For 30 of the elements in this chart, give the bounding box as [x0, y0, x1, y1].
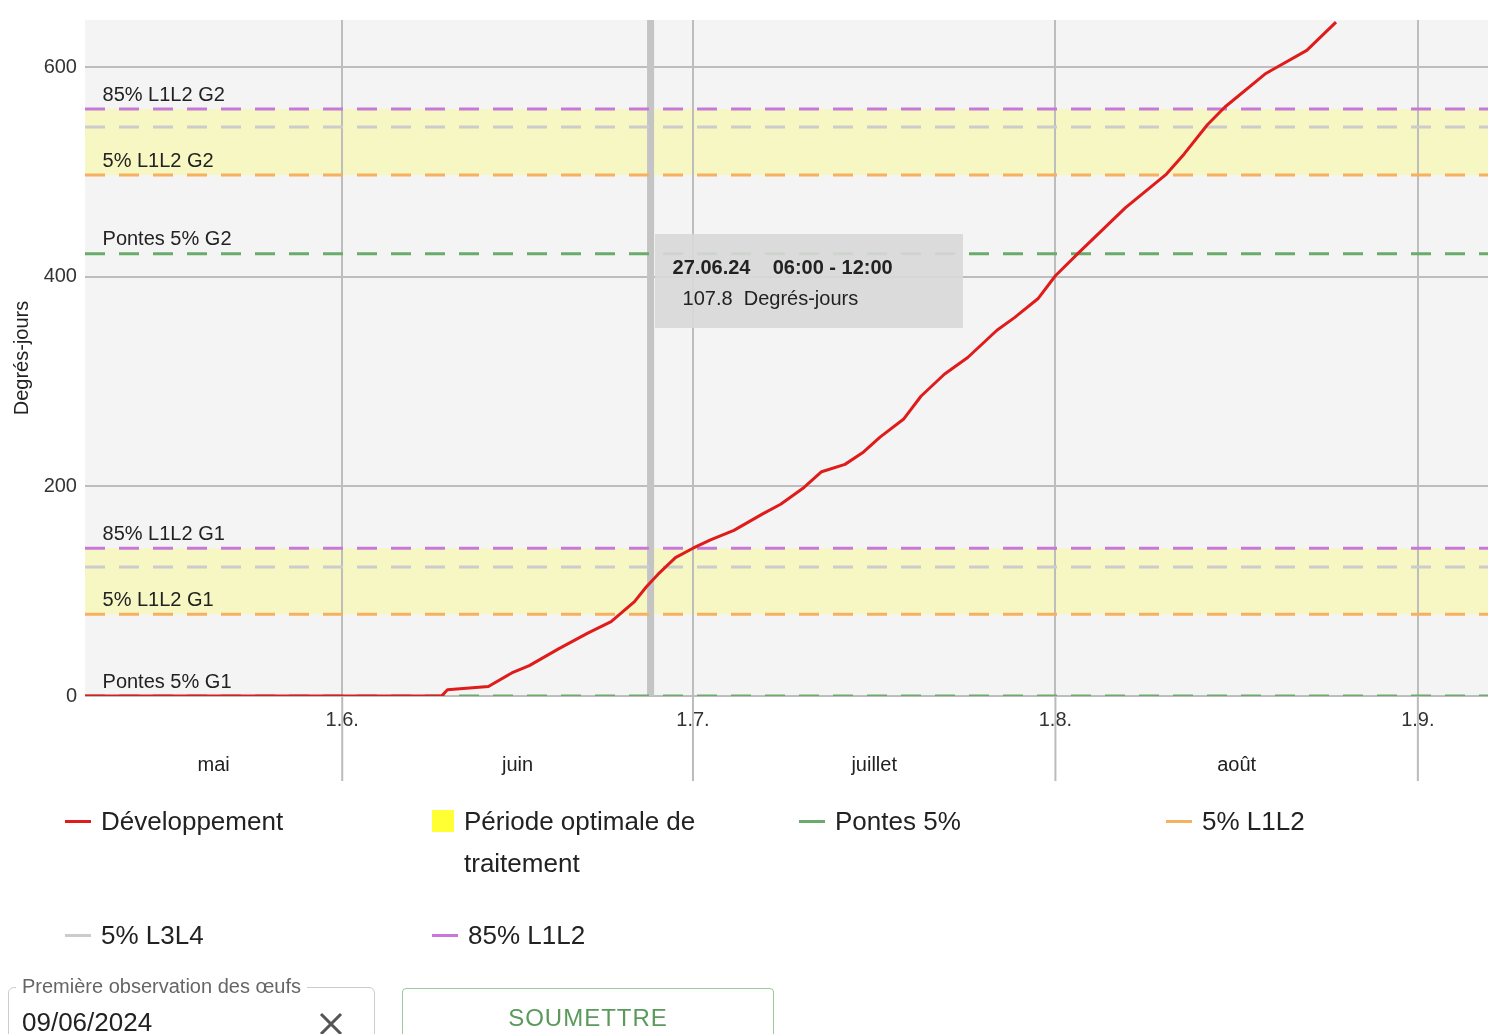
text: juin	[501, 752, 534, 775]
text: juillet	[850, 752, 898, 775]
ref-line-label: 27.06.24 06:00 - 12:00 107.8 Degrés-jours	[672, 255, 894, 311]
legend-label: Période optimale de traitement	[464, 805, 697, 880]
legend-label: 5% L1L2	[1202, 805, 1305, 838]
y-tick-label: 200	[43, 473, 77, 496]
legend-label: 5% L3L4	[101, 919, 204, 952]
y-axis-title: Degrés-jours	[9, 300, 32, 416]
tooltip-box: 27.06.24 06:00 - 12:00 107.8 Degrés-jours	[654, 234, 963, 328]
annotation: 5% L1L2 G1	[102, 587, 214, 610]
annotation: Pontes 5% G2	[102, 227, 232, 250]
x-tick-label: 1.8.	[1038, 707, 1073, 730]
x-tick-label: 1.9.	[1401, 707, 1435, 730]
legend-label: Pontes 5%	[835, 805, 961, 838]
y-tick-label: 600	[43, 54, 77, 77]
text: SOUMETTRE	[402, 988, 774, 1034]
text: août	[1217, 752, 1257, 775]
annotation: 85% L1L2 G1	[102, 521, 225, 544]
x-tick-label: 1.7.	[676, 707, 710, 730]
annotation: 5% L1L2 G2	[102, 148, 214, 171]
text: 09/06/2024	[22, 1007, 153, 1034]
annotation: 85% L1L2 G2	[102, 82, 225, 105]
annotation: Pontes 5% G1	[102, 669, 232, 692]
y-tick-label: 400	[43, 264, 77, 287]
text: Première observation des œufs	[16, 975, 308, 998]
text: mai	[197, 752, 230, 775]
x-tick-label: 1.6.	[325, 707, 359, 730]
legend-label: 85% L1L2	[468, 919, 586, 952]
y-tick-label: 0	[65, 683, 77, 706]
legend-label: Développement	[101, 805, 284, 838]
